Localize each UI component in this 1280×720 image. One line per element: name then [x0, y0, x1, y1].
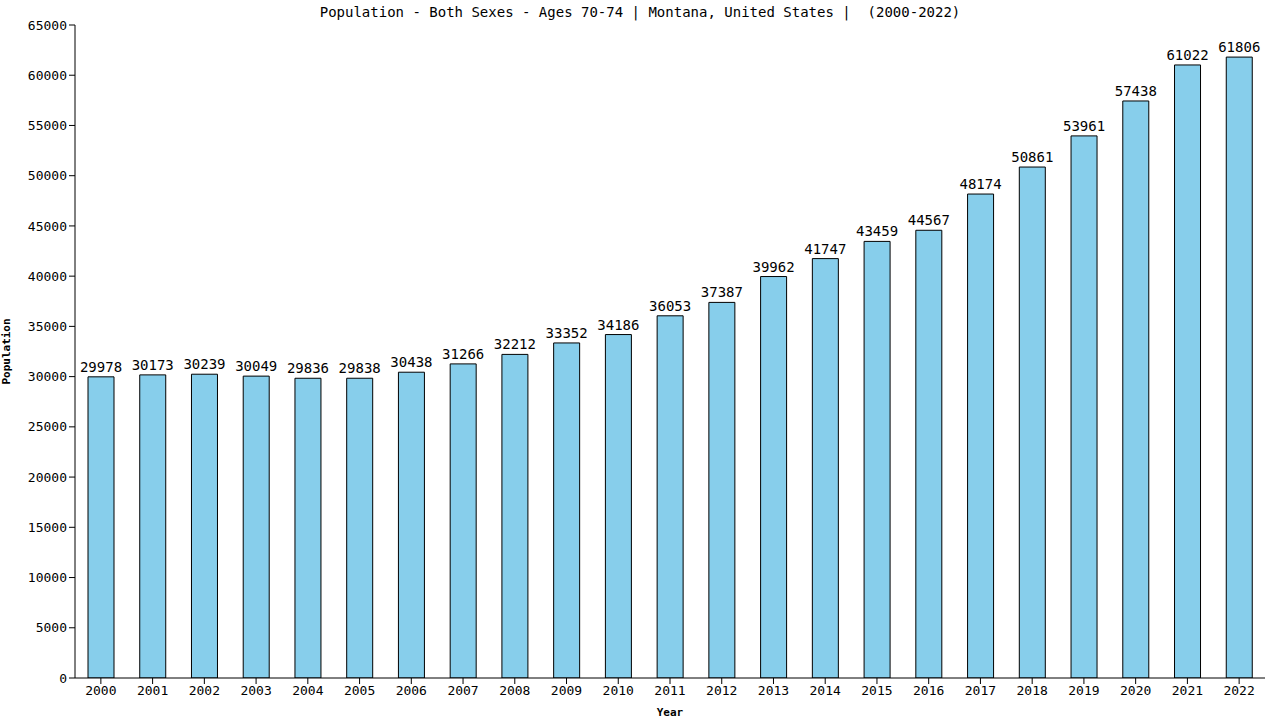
svg-text:2020: 2020 — [1120, 683, 1151, 698]
html-text:Population - Both Sexes - Ages: Population - Both Sexes - Ages 70-74 | M… — [319, 4, 961, 20]
svg-text:31266: 31266 — [442, 346, 484, 362]
svg-text:Year: Year — [657, 706, 684, 719]
svg-text:2022: 2022 — [1223, 683, 1254, 698]
svg-text:33352: 33352 — [546, 325, 588, 341]
svg-text:2006: 2006 — [396, 683, 427, 698]
svg-text:29978: 29978 — [80, 359, 122, 375]
svg-text:37387: 37387 — [701, 284, 743, 300]
svg-text:2012: 2012 — [706, 683, 737, 698]
svg-text:30049: 30049 — [235, 358, 277, 374]
svg-text:35000: 35000 — [28, 319, 67, 334]
svg-text:0: 0 — [59, 671, 67, 686]
svg-text:2009: 2009 — [551, 683, 582, 698]
svg-text:30239: 30239 — [183, 356, 225, 372]
svg-text:34186: 34186 — [597, 317, 639, 333]
svg-text:61806: 61806 — [1218, 39, 1260, 55]
svg-text:2017: 2017 — [965, 683, 996, 698]
svg-text:2003: 2003 — [240, 683, 271, 698]
svg-text:5000: 5000 — [36, 620, 67, 635]
svg-text:2014: 2014 — [810, 683, 841, 698]
svg-text:43459: 43459 — [856, 223, 898, 239]
svg-text:2007: 2007 — [447, 683, 478, 698]
svg-text:30438: 30438 — [390, 354, 432, 370]
svg-text:2000: 2000 — [85, 683, 116, 698]
svg-text:2019: 2019 — [1068, 683, 1099, 698]
svg-text:2016: 2016 — [913, 683, 944, 698]
svg-text:36053: 36053 — [649, 298, 691, 314]
svg-text:50000: 50000 — [28, 168, 67, 183]
svg-text:55000: 55000 — [28, 118, 67, 133]
svg-text:2011: 2011 — [654, 683, 685, 698]
svg-text:57438: 57438 — [1115, 83, 1157, 99]
svg-text:65000: 65000 — [28, 18, 67, 33]
svg-text:29838: 29838 — [339, 360, 381, 376]
svg-text:2004: 2004 — [292, 683, 323, 698]
svg-text:50861: 50861 — [1011, 149, 1053, 165]
svg-text:39962: 39962 — [753, 259, 795, 275]
svg-text:41747: 41747 — [804, 241, 846, 257]
svg-text:32212: 32212 — [494, 336, 536, 352]
svg-text:60000: 60000 — [28, 68, 67, 83]
svg-text:2018: 2018 — [1017, 683, 1048, 698]
svg-text:29836: 29836 — [287, 360, 329, 376]
svg-text:40000: 40000 — [28, 269, 67, 284]
svg-text:61022: 61022 — [1166, 47, 1208, 63]
svg-text:2005: 2005 — [344, 683, 375, 698]
svg-text:30173: 30173 — [132, 357, 174, 373]
svg-text:2001: 2001 — [137, 683, 168, 698]
svg-text:48174: 48174 — [959, 176, 1001, 192]
svg-text:44567: 44567 — [908, 212, 950, 228]
svg-text:30000: 30000 — [28, 369, 67, 384]
svg-text:20000: 20000 — [28, 470, 67, 485]
svg-text:53961: 53961 — [1063, 118, 1105, 134]
svg-text:2010: 2010 — [603, 683, 634, 698]
svg-text:2021: 2021 — [1172, 683, 1203, 698]
svg-text:45000: 45000 — [28, 219, 67, 234]
svg-text:15000: 15000 — [28, 520, 67, 535]
svg-text:2013: 2013 — [758, 683, 789, 698]
svg-text:2002: 2002 — [189, 683, 220, 698]
svg-text:Population: Population — [8, 318, 13, 384]
svg-text:25000: 25000 — [28, 419, 67, 434]
svg-text:2015: 2015 — [861, 683, 892, 698]
svg-text:10000: 10000 — [28, 570, 67, 585]
svg-text:2008: 2008 — [499, 683, 530, 698]
